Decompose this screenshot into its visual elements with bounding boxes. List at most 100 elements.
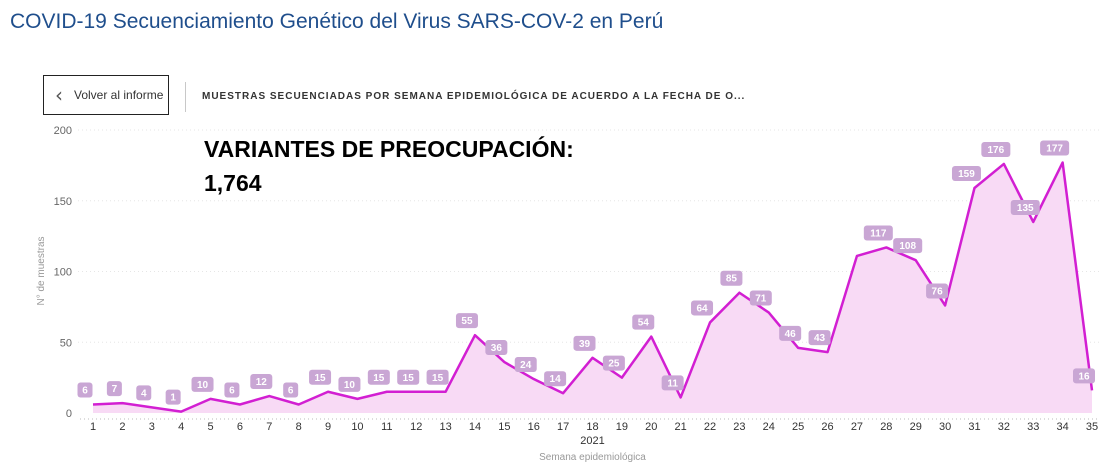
back-to-report-button[interactable]: ‹ Volver al informe <box>43 75 169 115</box>
data-label-bg <box>661 375 684 391</box>
x-tick-label: 5 <box>207 421 213 433</box>
data-label-bg <box>863 225 893 241</box>
data-label: 15 <box>314 373 326 384</box>
data-label: 10 <box>197 380 209 391</box>
x-tick-label: 31 <box>968 421 980 433</box>
data-label: 177 <box>1046 144 1063 155</box>
data-label-bg <box>720 270 743 286</box>
data-label: 76 <box>932 286 944 297</box>
x-tick-label: 32 <box>998 421 1010 433</box>
x-tick-label: 8 <box>296 421 302 433</box>
data-label: 25 <box>608 359 620 370</box>
x-axis-title: Semana epidemiológica <box>539 452 646 463</box>
x-tick-label: 11 <box>381 421 392 433</box>
x-tick-label: 23 <box>733 421 745 433</box>
data-label-bg <box>224 382 240 398</box>
data-label-bg <box>544 371 567 387</box>
x-tick-label: 34 <box>1056 421 1068 433</box>
data-label-bg <box>485 340 508 356</box>
data-label: 15 <box>403 373 415 384</box>
data-label-bg <box>893 238 923 254</box>
data-label: 159 <box>958 169 975 180</box>
data-label-bg <box>1010 199 1040 215</box>
x-tick-label: 35 <box>1086 421 1098 433</box>
data-label-bg <box>981 141 1011 157</box>
data-label-bg <box>573 335 596 351</box>
x-tick-label: 10 <box>351 421 363 433</box>
data-label: 6 <box>82 386 88 397</box>
data-label-bg <box>106 381 122 397</box>
data-label: 55 <box>461 316 473 327</box>
data-label-bg <box>951 166 981 182</box>
data-label-bg <box>1040 140 1070 156</box>
x-year-label: 2021 <box>580 435 604 447</box>
data-label: 46 <box>785 329 797 340</box>
data-label: 4 <box>141 388 147 399</box>
data-label-bg <box>514 357 537 373</box>
data-label: 117 <box>870 228 887 239</box>
x-tick-label: 22 <box>704 421 716 433</box>
x-tick-label: 26 <box>821 421 833 433</box>
data-label: 24 <box>520 360 532 371</box>
data-label-bg <box>367 369 390 385</box>
data-label: 15 <box>373 373 385 384</box>
x-tick-label: 18 <box>586 421 598 433</box>
header-divider <box>185 82 186 112</box>
data-label-bg <box>250 374 273 390</box>
kpi-value: 1,764 <box>204 170 262 196</box>
x-tick-label: 3 <box>149 421 155 433</box>
x-tick-label: 24 <box>763 421 775 433</box>
x-tick-label: 1 <box>90 421 96 433</box>
y-tick-label: 200 <box>54 125 72 137</box>
x-tick-label: 14 <box>469 421 481 433</box>
y-axis-title: N° de muestras <box>36 236 47 305</box>
data-label: 39 <box>579 339 591 350</box>
x-tick-label: 28 <box>880 421 892 433</box>
x-tick-label: 15 <box>498 421 510 433</box>
x-tick-label: 16 <box>528 421 540 433</box>
data-label: 43 <box>814 333 826 344</box>
data-label: 64 <box>696 303 708 314</box>
data-label: 15 <box>432 373 444 384</box>
data-label-bg <box>632 314 655 330</box>
page-title: COVID-19 Secuenciamiento Genético del Vi… <box>10 10 664 33</box>
data-label-bg <box>455 313 478 329</box>
data-label: 135 <box>1017 203 1034 214</box>
data-label: 1 <box>170 393 176 404</box>
back-button-label: Volver al informe <box>74 88 164 102</box>
data-label: 14 <box>550 374 562 385</box>
data-label-bg <box>602 355 625 371</box>
data-label: 176 <box>988 145 1005 156</box>
data-label: 54 <box>638 318 650 329</box>
data-label-bg <box>309 369 332 385</box>
x-tick-label: 12 <box>410 421 422 433</box>
data-label-bg <box>77 382 93 398</box>
x-tick-label: 19 <box>616 421 628 433</box>
data-label-bg <box>283 382 299 398</box>
data-label: 36 <box>491 343 503 354</box>
data-label-bg <box>426 369 449 385</box>
x-tick-label: 17 <box>557 421 569 433</box>
data-label: 12 <box>256 377 268 388</box>
data-label-bg <box>808 330 831 346</box>
x-tick-label: 33 <box>1027 421 1039 433</box>
x-tick-label: 2 <box>119 421 125 433</box>
series-line <box>92 161 1094 413</box>
data-label: 16 <box>1078 371 1090 382</box>
data-label-bg <box>749 290 772 306</box>
data-label: 108 <box>899 241 916 252</box>
data-label: 85 <box>726 274 738 285</box>
chevron-left-icon: ‹ <box>55 83 63 107</box>
data-label-bg <box>779 325 802 341</box>
y-tick-label: 0 <box>66 408 72 420</box>
data-label: 10 <box>344 380 356 391</box>
data-label: 11 <box>667 378 678 389</box>
x-tick-label: 6 <box>237 421 243 433</box>
y-tick-label: 150 <box>54 196 72 208</box>
x-tick-label: 9 <box>325 421 331 433</box>
x-tick-label: 25 <box>792 421 804 433</box>
data-label-bg <box>926 283 949 299</box>
x-tick-label: 7 <box>266 421 272 433</box>
data-label-bg <box>1073 368 1095 384</box>
kpi-label: VARIANTES DE PREOCUPACIÓN: <box>204 136 574 162</box>
